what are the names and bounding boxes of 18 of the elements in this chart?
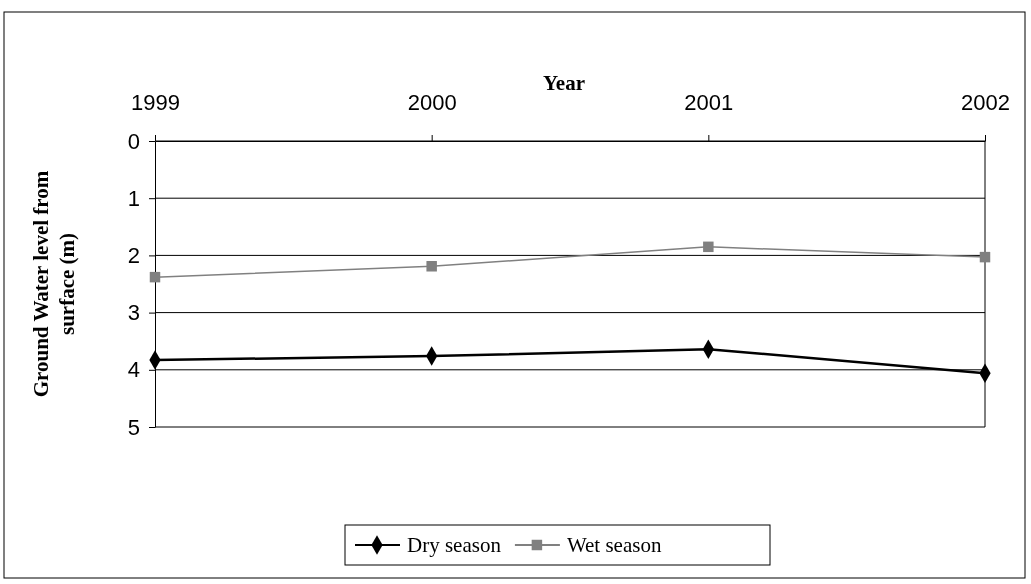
legend-label: Wet season (566, 533, 662, 557)
x-axis-title: Year (543, 71, 585, 95)
point (426, 261, 437, 272)
point (149, 271, 161, 283)
y-axis-title: Ground Water level from surface (m) (29, 170, 79, 398)
x-tick-label: 2001 (684, 90, 734, 115)
point (703, 241, 714, 253)
y-tick-label: 5 (127, 414, 140, 440)
x-tick-label: 2000 (407, 90, 457, 115)
x-tick-label: 1999 (131, 90, 180, 115)
y-tick-label: 1 (127, 185, 140, 211)
y-tick-label: 2 (127, 242, 140, 268)
x-tick-label: 2002 (961, 90, 1010, 115)
point (979, 251, 991, 263)
y-tick-label: 3 (127, 300, 140, 326)
y-tick-label: 0 (127, 128, 140, 154)
legend-label: Dry season (407, 533, 502, 557)
y-tick-label: 4 (127, 357, 140, 383)
